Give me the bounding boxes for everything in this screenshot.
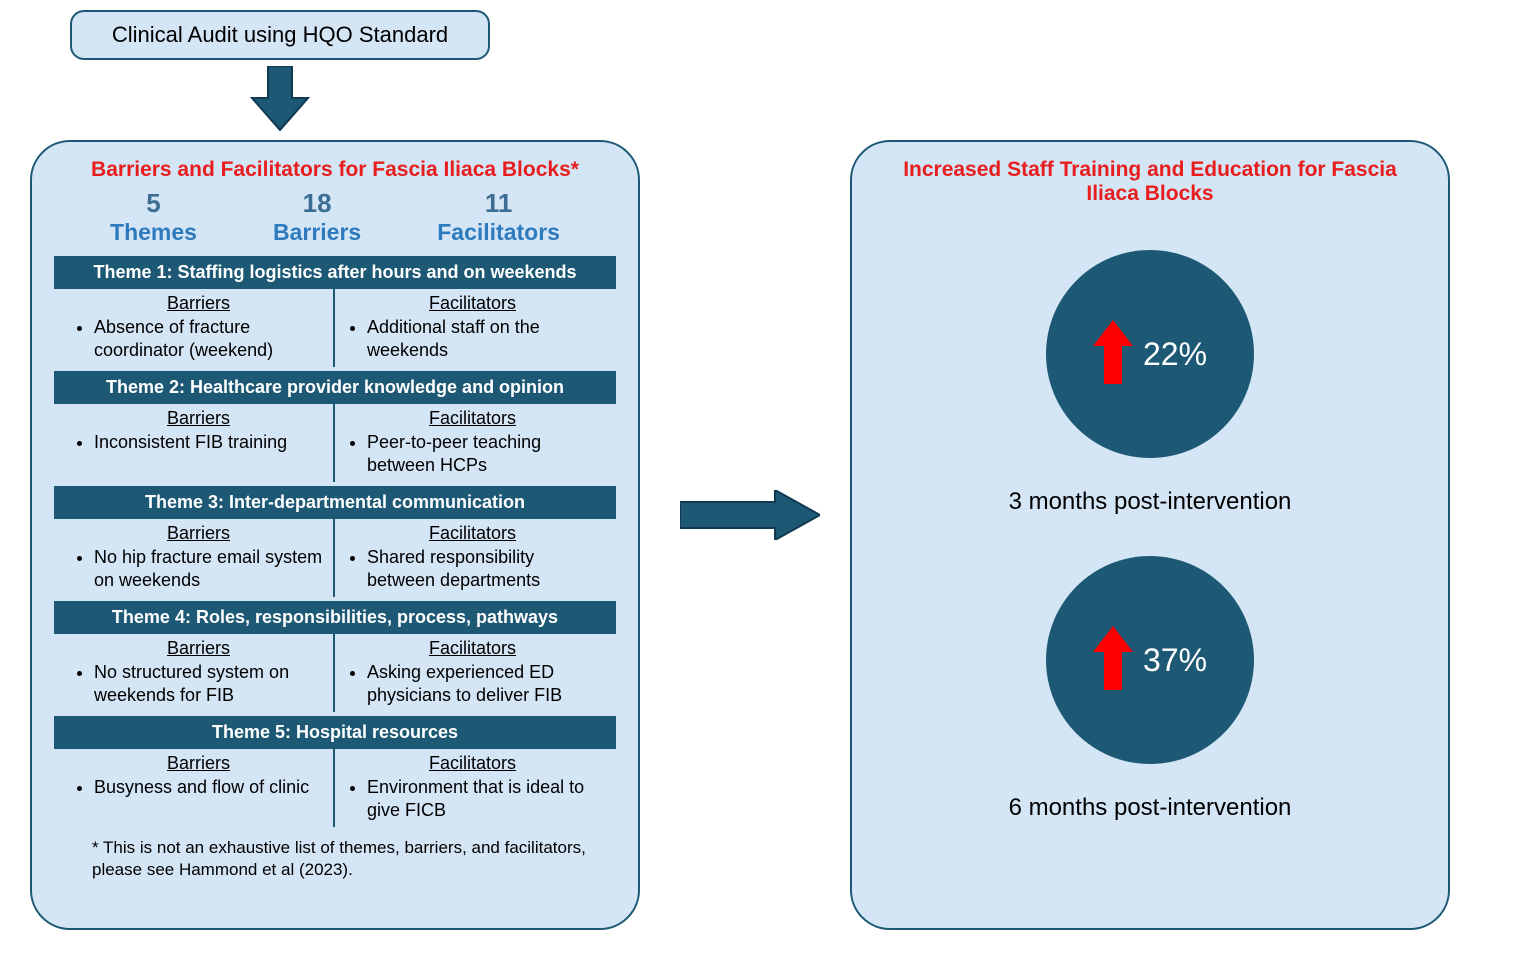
training-results-panel: Increased Staff Training and Education f…	[850, 140, 1450, 930]
theme-row: BarriersNo hip fracture email system on …	[32, 519, 638, 597]
count-barriers-num: 18	[273, 188, 361, 219]
barriers-heading: Barriers	[72, 293, 325, 314]
facilitators-heading: Facilitators	[345, 408, 600, 429]
barriers-heading: Barriers	[72, 408, 325, 429]
facilitators-heading: Facilitators	[345, 523, 600, 544]
theme-row: BarriersAbsence of fracture coordinator …	[32, 289, 638, 367]
count-facilitators-label: Facilitators	[437, 219, 560, 246]
right-panel-title: Increased Staff Training and Education f…	[852, 152, 1448, 210]
left-panel-title: Barriers and Facilitators for Fascia Ili…	[32, 152, 638, 186]
theme-header: Theme 2: Healthcare provider knowledge a…	[54, 371, 616, 404]
arrow-right-icon	[680, 490, 820, 545]
facilitator-item: Shared responsibility between department…	[367, 546, 600, 591]
result-circle: 37%	[1046, 556, 1254, 764]
theme-row: BarriersBusyness and flow of clinicFacil…	[32, 749, 638, 827]
count-facilitators: 11 Facilitators	[437, 188, 560, 246]
top-audit-box: Clinical Audit using HQO Standard	[70, 10, 490, 60]
theme-row: BarriersNo structured system on weekends…	[32, 634, 638, 712]
theme-header: Theme 1: Staffing logistics after hours …	[54, 256, 616, 289]
barrier-item: Absence of fracture coordinator (weekend…	[94, 316, 325, 361]
count-facilitators-num: 11	[437, 188, 560, 219]
top-audit-text: Clinical Audit using HQO Standard	[112, 22, 448, 48]
result-percentage: 37%	[1143, 642, 1207, 679]
up-arrow-icon	[1093, 626, 1133, 695]
count-themes-label: Themes	[110, 219, 197, 246]
facilitators-col: FacilitatorsShared responsibility betwee…	[335, 519, 608, 597]
facilitators-col: FacilitatorsAdditional staff on the week…	[335, 289, 608, 367]
theme-row: BarriersInconsistent FIB trainingFacilit…	[32, 404, 638, 482]
barriers-heading: Barriers	[72, 638, 325, 659]
facilitators-col: FacilitatorsPeer-to-peer teaching betwee…	[335, 404, 608, 482]
result-percentage: 22%	[1143, 336, 1207, 373]
theme-header: Theme 3: Inter-departmental communicatio…	[54, 486, 616, 519]
footnote-text: * This is not an exhaustive list of them…	[32, 827, 638, 881]
barrier-item: No hip fracture email system on weekends	[94, 546, 325, 591]
barrier-item: Inconsistent FIB training	[94, 431, 325, 454]
barriers-heading: Barriers	[72, 753, 325, 774]
result-label: 6 months post-intervention	[852, 794, 1448, 822]
barriers-col: BarriersNo hip fracture email system on …	[62, 519, 335, 597]
facilitator-item: Environment that is ideal to give FICB	[367, 776, 600, 821]
barriers-col: BarriersBusyness and flow of clinic	[62, 749, 335, 827]
facilitators-heading: Facilitators	[345, 638, 600, 659]
facilitator-item: Peer-to-peer teaching between HCPs	[367, 431, 600, 476]
facilitator-item: Asking experienced ED physicians to deli…	[367, 661, 600, 706]
barriers-heading: Barriers	[72, 523, 325, 544]
count-themes: 5 Themes	[110, 188, 197, 246]
count-barriers: 18 Barriers	[273, 188, 361, 246]
barriers-facilitators-panel: Barriers and Facilitators for Fascia Ili…	[30, 140, 640, 930]
result-label: 3 months post-intervention	[852, 488, 1448, 516]
barriers-col: BarriersInconsistent FIB training	[62, 404, 335, 482]
barrier-item: Busyness and flow of clinic	[94, 776, 325, 799]
facilitators-col: FacilitatorsEnvironment that is ideal to…	[335, 749, 608, 827]
result-circle-wrap: 22% 3 months post-intervention	[852, 250, 1448, 516]
up-arrow-icon	[1093, 320, 1133, 389]
barriers-col: BarriersAbsence of fracture coordinator …	[62, 289, 335, 367]
counts-row: 5 Themes 18 Barriers 11 Facilitators	[32, 186, 638, 252]
barrier-item: No structured system on weekends for FIB	[94, 661, 325, 706]
facilitator-item: Additional staff on the weekends	[367, 316, 600, 361]
facilitators-heading: Facilitators	[345, 293, 600, 314]
result-circle: 22%	[1046, 250, 1254, 458]
theme-header: Theme 5: Hospital resources	[54, 716, 616, 749]
facilitators-heading: Facilitators	[345, 753, 600, 774]
facilitators-col: FacilitatorsAsking experienced ED physic…	[335, 634, 608, 712]
count-themes-num: 5	[110, 188, 197, 219]
count-barriers-label: Barriers	[273, 219, 361, 246]
result-circle-wrap: 37% 6 months post-intervention	[852, 556, 1448, 822]
theme-header: Theme 4: Roles, responsibilities, proces…	[54, 601, 616, 634]
arrow-down-icon	[250, 66, 310, 136]
barriers-col: BarriersNo structured system on weekends…	[62, 634, 335, 712]
